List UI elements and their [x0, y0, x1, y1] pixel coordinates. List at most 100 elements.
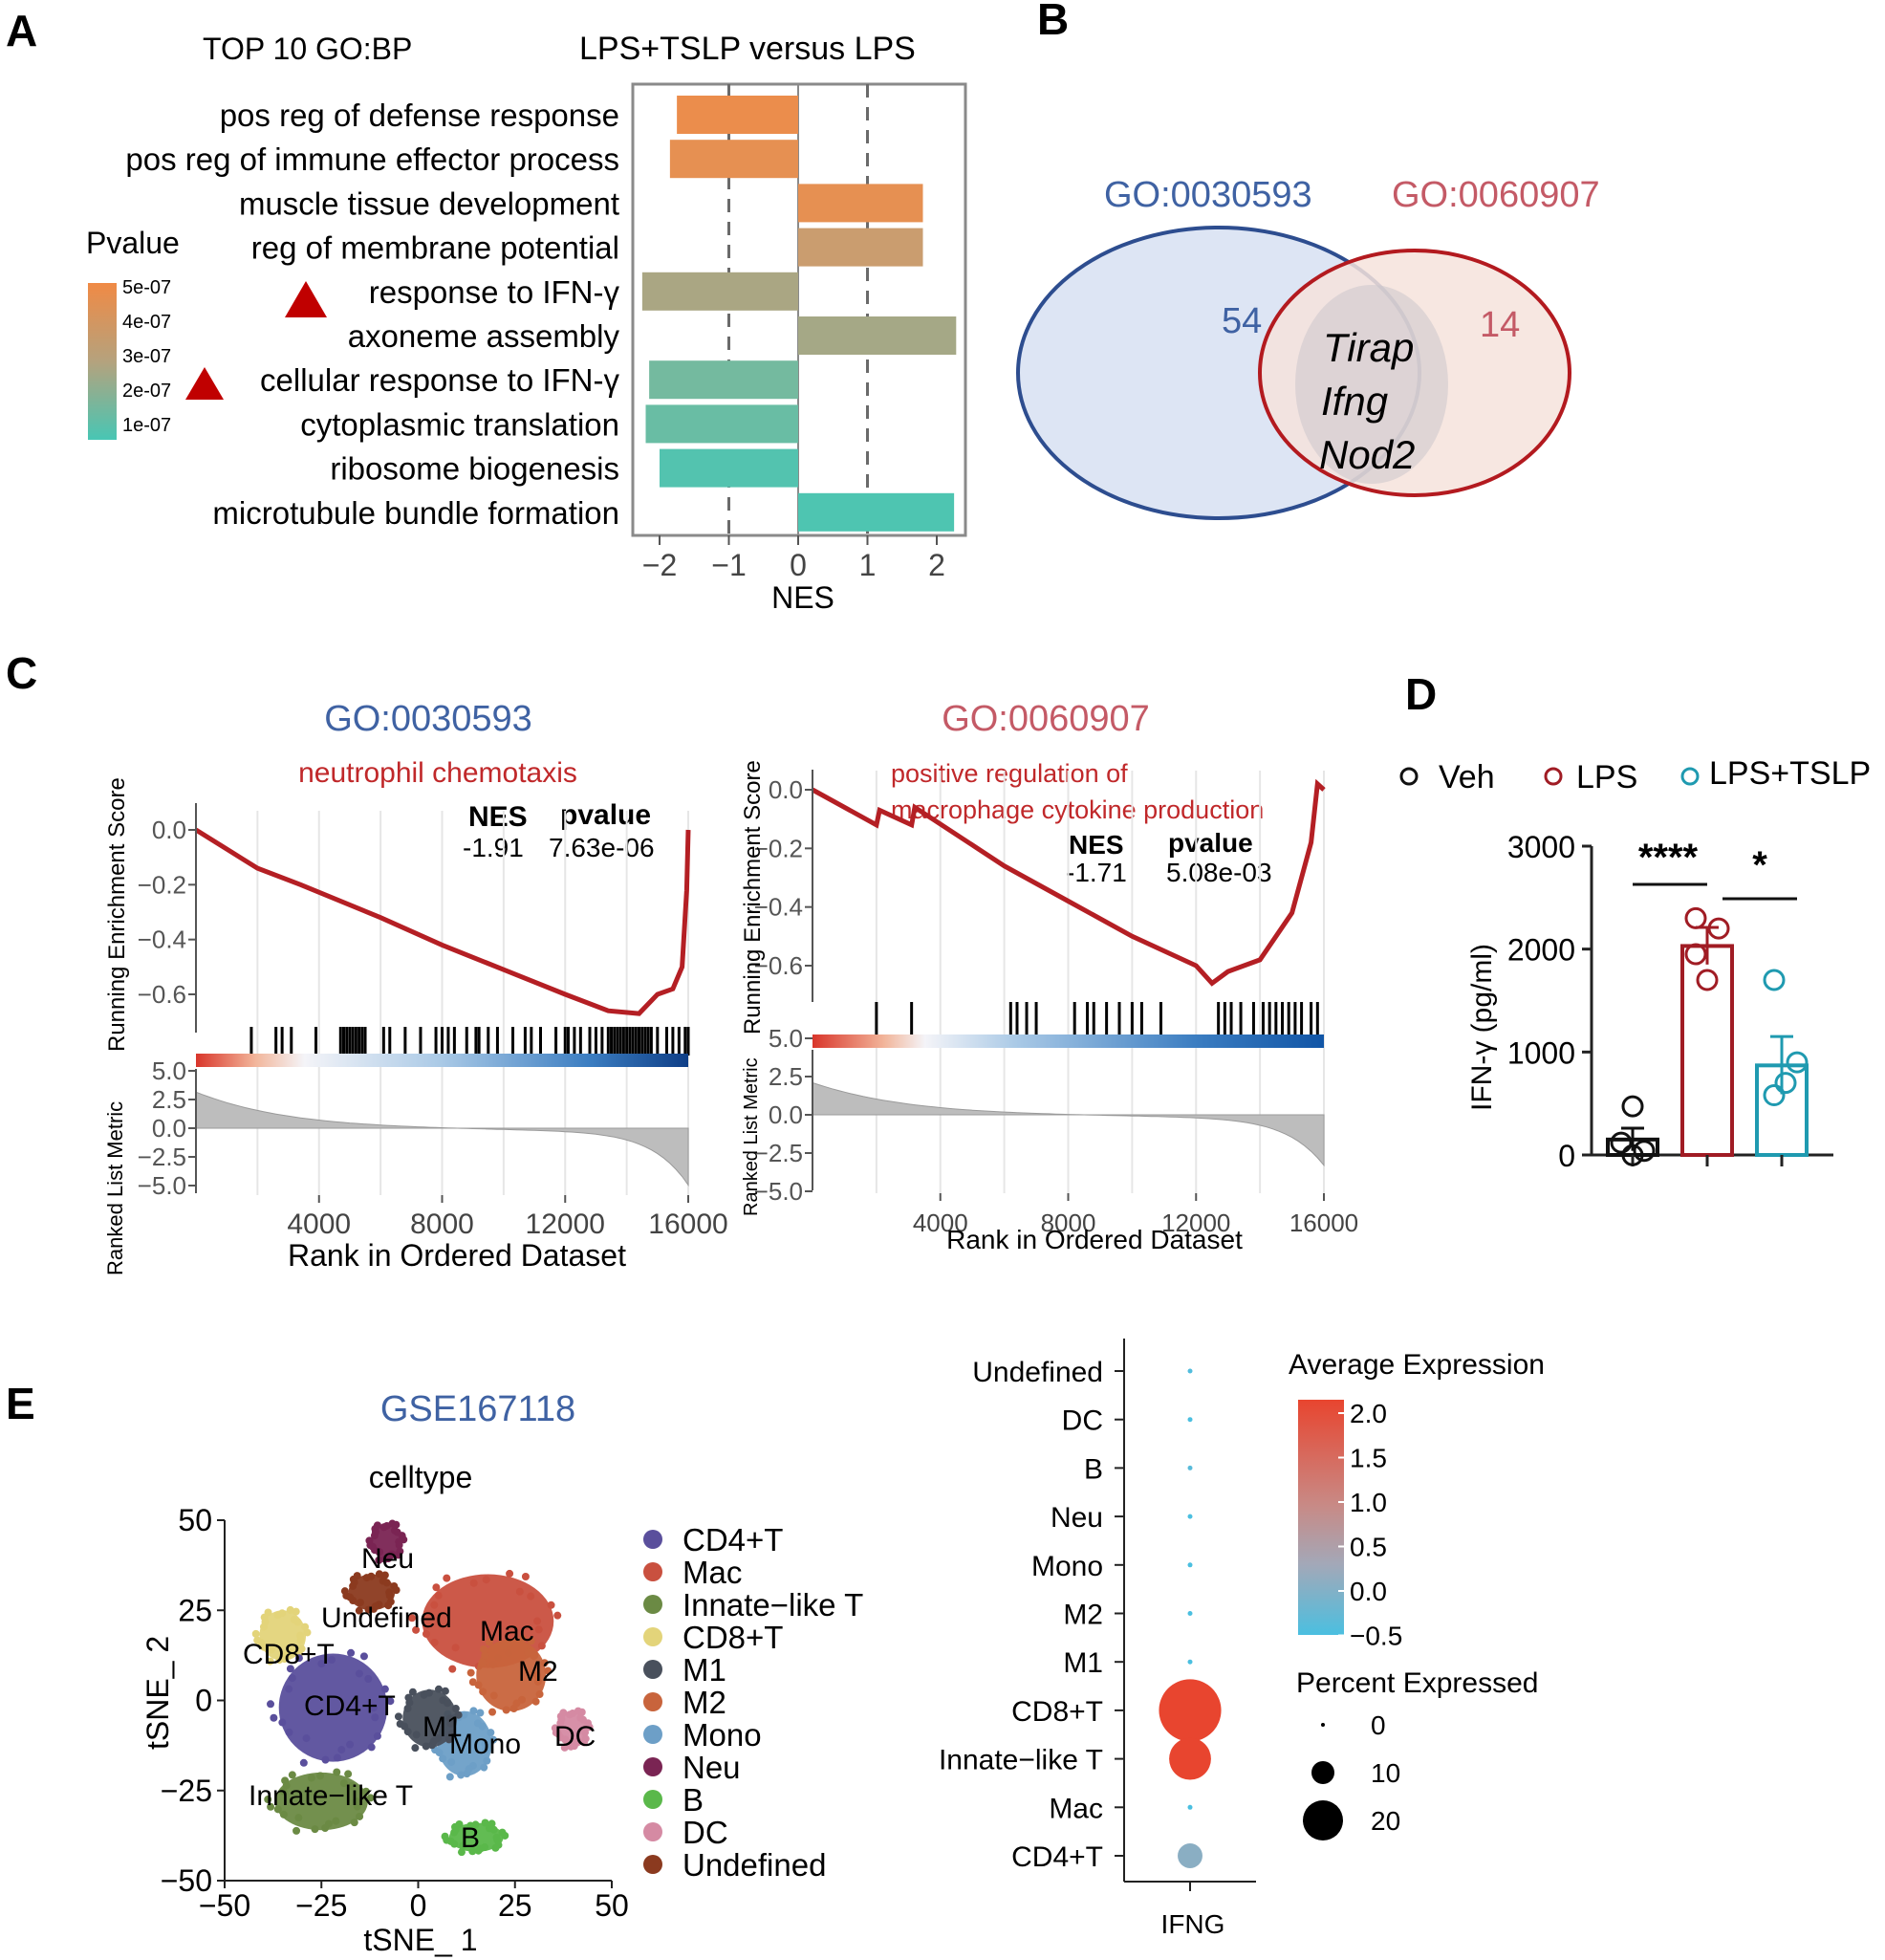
tsne-point — [444, 1735, 453, 1744]
data-point — [1610, 1131, 1633, 1154]
legend-label: DC — [682, 1815, 728, 1850]
panel-a: TOP 10 GO:BP LPS+TSLP versus LPS pos reg… — [86, 31, 967, 615]
percent-legend-dot — [1311, 1761, 1334, 1784]
venn-gene-2: Ifng — [1321, 379, 1388, 424]
nes-bar — [798, 228, 923, 267]
cluster-label-innate-like-t: Innate−like T — [249, 1780, 413, 1812]
tsne-point — [353, 1802, 361, 1811]
gsea-right-x-label: Rank in Ordered Dataset — [946, 1225, 1243, 1254]
tsne-point — [303, 1628, 312, 1637]
percent-expressed-legend: 0 10 20 — [1303, 1710, 1400, 1840]
tsne-point — [364, 1605, 373, 1614]
data-point — [1621, 1095, 1644, 1118]
nes-bar — [660, 448, 798, 488]
venn-gene-1: Tirap — [1323, 325, 1414, 370]
tsne-point — [448, 1665, 457, 1673]
tsne-point — [382, 1521, 391, 1530]
tsne-point — [459, 1841, 467, 1850]
gsea-right-nes-label: NES — [1069, 830, 1124, 860]
cluster-label-neu: Neu — [361, 1543, 414, 1575]
nes-bar — [649, 360, 798, 400]
tsne-point — [367, 1743, 376, 1752]
tsne-point — [422, 1742, 430, 1751]
significance-label-lps: **** — [1638, 837, 1699, 879]
tsne-point — [356, 1812, 364, 1820]
tsne-point — [365, 1536, 374, 1545]
tsne-point — [384, 1601, 393, 1610]
dot-category-label: Innate−like T — [939, 1745, 1103, 1776]
x-tick-label: −25 — [295, 1888, 347, 1923]
tsne-point — [487, 1729, 495, 1737]
tsne-point — [350, 1579, 358, 1587]
tsne-point — [451, 1705, 460, 1713]
tsne-point — [454, 1710, 463, 1719]
gsea-left-go-id: GO:0030593 — [324, 699, 532, 739]
tsne-point — [347, 1782, 356, 1791]
gsea-right-x-ticks: 4000 8000 12000 16000 — [913, 1193, 1358, 1237]
tsne-point — [482, 1745, 490, 1753]
tsne-point — [478, 1722, 487, 1731]
category-label: muscle tissue development — [239, 185, 619, 221]
panel-e-dotplot: Undefined DC B Neu Mono M2 M1 CD8+T Innate−like … — [939, 1339, 1545, 1939]
x-tick-label: 1 — [859, 548, 877, 582]
gsea-right-rank-colorbar — [812, 1034, 1324, 1048]
cluster-label-undefined: Undefined — [321, 1602, 452, 1634]
y-tick-label: 50 — [178, 1503, 212, 1537]
tsne-point — [434, 1591, 443, 1600]
legend-swatch — [643, 1757, 662, 1776]
data-point — [1621, 1143, 1644, 1166]
es-tick-label: 0.0 — [769, 775, 803, 804]
tsne-point — [435, 1749, 444, 1757]
tsne-point — [493, 1836, 502, 1844]
gsea-right-rank-y-label: Ranked List Metric — [741, 1057, 762, 1216]
tsne-point — [430, 1638, 439, 1646]
tsne-point — [460, 1710, 468, 1719]
gsea-right-term-line-2: macrophage cytokine production — [891, 795, 1264, 824]
panel-c-left: GO:0030593 neutrophil chemotaxis NES pva… — [103, 699, 728, 1275]
tsne-point — [537, 1642, 546, 1650]
dotplot-gene-label: IFNG — [1161, 1909, 1225, 1939]
tsne-point — [480, 1644, 488, 1653]
tsne-point — [506, 1639, 514, 1647]
legend-swatch — [643, 1692, 662, 1711]
tsne-point — [441, 1687, 449, 1695]
y-tick-label: 0 — [1558, 1139, 1575, 1173]
rank-tick-label: 5.0 — [769, 1024, 803, 1053]
data-point — [1684, 943, 1707, 966]
legend-label: CD4+T — [682, 1522, 783, 1557]
expression-dot — [1187, 1562, 1193, 1568]
tsne-point — [515, 1587, 524, 1596]
legend-label: CD8+T — [682, 1620, 783, 1655]
tsne-point — [488, 1708, 497, 1716]
tsne-y-ticks: 50 25 0 −25 −50 — [161, 1503, 225, 1898]
expression-dot — [1187, 1804, 1193, 1810]
gsea-left-x-label: Rank in Ordered Dataset — [288, 1238, 626, 1273]
tsne-point — [302, 1734, 311, 1743]
legend-swatch — [643, 1562, 662, 1581]
gsea-left-ranked-metric — [195, 1091, 689, 1187]
tsne-point — [279, 1810, 288, 1818]
y-tick-label: 3000 — [1507, 830, 1575, 864]
category-label: axoneme assembly — [348, 318, 620, 354]
tsne-point — [373, 1521, 381, 1530]
tsne-point — [316, 1772, 325, 1780]
tsne-point — [393, 1528, 401, 1536]
legend-swatch — [643, 1595, 662, 1614]
pvalue-legend-title: Pvalue — [86, 226, 180, 260]
tsne-point — [535, 1689, 544, 1698]
tsne-point — [299, 1758, 308, 1767]
data-point — [1684, 906, 1707, 929]
tsne-point — [408, 1614, 417, 1622]
panel-a-highlight-markers — [185, 281, 327, 400]
gsea-left-x-ticks: 4000 8000 12000 16000 — [287, 1195, 728, 1240]
tsne-point — [307, 1774, 315, 1782]
avg-tick-label: 1.5 — [1350, 1444, 1387, 1473]
y-tick-label: 0 — [195, 1684, 212, 1718]
tsne-x-label: tSNE_ 1 — [363, 1923, 477, 1957]
percent-legend-label: 20 — [1371, 1806, 1400, 1836]
nes-bar — [669, 140, 798, 179]
bar — [1680, 944, 1734, 1157]
tsne-point — [395, 1541, 403, 1550]
x-tick-label: 4000 — [913, 1209, 968, 1237]
dot-category-label: Neu — [1051, 1502, 1103, 1534]
